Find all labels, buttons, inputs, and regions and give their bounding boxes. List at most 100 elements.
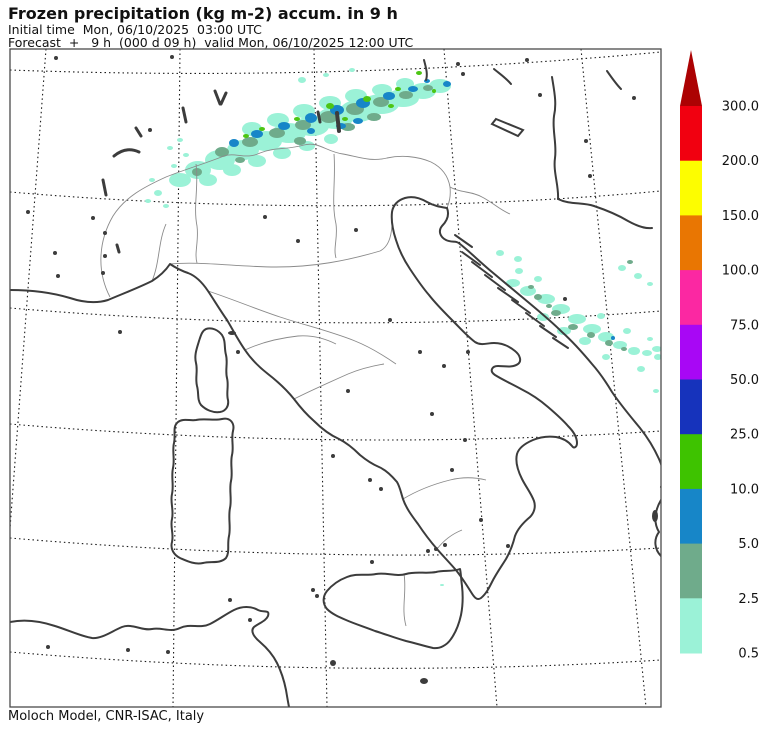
precip-cell: [587, 332, 595, 338]
precip-cell: [353, 118, 363, 124]
lake-como-east: [221, 93, 226, 104]
precip-cell: [637, 366, 645, 372]
colorbar-segment: [680, 380, 702, 435]
meridian-line: [314, 49, 327, 707]
coast-corsica: [195, 328, 228, 412]
precip-cell: [546, 304, 552, 308]
lake-maggiore: [183, 108, 186, 122]
precip-cell: [388, 104, 394, 108]
precip-cell: [579, 337, 591, 345]
colorbar-segment: [680, 598, 702, 653]
precip-cell: [647, 282, 653, 286]
precip-cell: [167, 146, 173, 150]
colorbar-label: 100.0: [722, 264, 759, 279]
precip-cell: [621, 347, 627, 351]
precip-cell: [235, 157, 245, 163]
precip-cell: [294, 117, 300, 121]
precip-cell: [243, 134, 249, 138]
colorbar-segment: [680, 434, 702, 489]
precip-cell: [627, 260, 633, 264]
meridian-line: [173, 49, 180, 707]
precip-region-sicily_speck: [440, 584, 444, 586]
small-lake: [117, 245, 119, 252]
precip-cell: [634, 273, 642, 279]
precip-cell: [611, 336, 615, 340]
meridian-line: [581, 49, 646, 707]
precip-cell: [294, 137, 306, 145]
island-stroke: [485, 275, 505, 290]
coast-africa: [10, 607, 289, 707]
border-line: [403, 478, 486, 499]
lake-iseo: [318, 112, 320, 122]
precip-cell: [342, 117, 348, 121]
precip-cell: [642, 350, 652, 356]
precip-cell: [324, 134, 338, 144]
precip-cell: [395, 87, 401, 91]
colorbar-segment: [680, 161, 702, 216]
small-dark-dots: [26, 55, 658, 684]
colorbar-segment: [680, 270, 702, 325]
colorbar-label: 5.0: [738, 537, 759, 552]
precip-cell: [248, 155, 266, 167]
precip-cell: [323, 73, 329, 77]
precip-cell: [399, 91, 413, 99]
colorbar-label: 25.0: [730, 428, 759, 443]
precip-cell: [623, 328, 631, 334]
river-ne: [558, 199, 652, 228]
border-line: [245, 336, 336, 350]
border-line: [294, 364, 384, 399]
colorbar-label: 300.0: [722, 100, 759, 115]
river-ne: [424, 60, 427, 80]
border-line: [437, 530, 462, 549]
precip-cell: [154, 190, 162, 196]
coast-greece: [655, 500, 661, 556]
precip-cell: [416, 71, 422, 75]
small-lake: [136, 128, 141, 136]
precip-cell: [183, 153, 189, 157]
precip-cell: [242, 137, 258, 147]
parallel-line: [10, 652, 661, 668]
precip-cell: [326, 103, 334, 109]
lakes-rivers: [26, 55, 658, 684]
meridian-line: [8, 49, 46, 555]
map-canvas: 300.0200.0150.0100.075.050.025.010.05.02…: [0, 0, 760, 731]
lake-como: [215, 91, 220, 104]
precip-cell: [514, 256, 522, 262]
weather-map-page: Frozen precipitation (kg m-2) accum. in …: [0, 0, 760, 731]
precip-cell: [653, 389, 659, 393]
precip-cell: [568, 324, 578, 330]
precip-cell: [551, 310, 561, 316]
precip-cell: [423, 85, 433, 91]
colorbar-segment: [680, 325, 702, 380]
precip-cell: [278, 122, 290, 130]
colorbar-segment: [680, 215, 702, 270]
precip-cell: [528, 285, 534, 289]
border-line: [101, 144, 450, 297]
precipitation-layer: [145, 68, 662, 586]
precip-cell: [515, 268, 523, 274]
colorbar-label: 2.5: [738, 592, 759, 607]
precip-cell: [251, 130, 263, 138]
colorbar-label: 75.0: [730, 318, 759, 333]
precip-cell: [199, 174, 217, 186]
island-stroke: [455, 235, 472, 247]
precip-cell: [229, 139, 239, 147]
colorbar-segment: [680, 106, 702, 161]
precip-cell: [628, 347, 640, 355]
precip-region-balkans: [496, 250, 662, 393]
precip-cell: [349, 68, 355, 72]
precip-cell: [647, 337, 653, 341]
colorbar-segment: [680, 544, 702, 599]
river-ne: [494, 69, 511, 84]
colorbar-segment: [680, 489, 702, 544]
precip-cell: [432, 89, 436, 93]
precip-cell: [602, 354, 610, 360]
precip-cell: [534, 276, 542, 282]
precip-cell: [618, 265, 626, 271]
precip-cell: [149, 178, 155, 182]
river-ne: [552, 77, 558, 199]
map-frame: [10, 49, 661, 707]
coast-sardinia: [171, 419, 233, 564]
precip-cell: [171, 164, 177, 168]
colorbar-label: 200.0: [722, 154, 759, 169]
